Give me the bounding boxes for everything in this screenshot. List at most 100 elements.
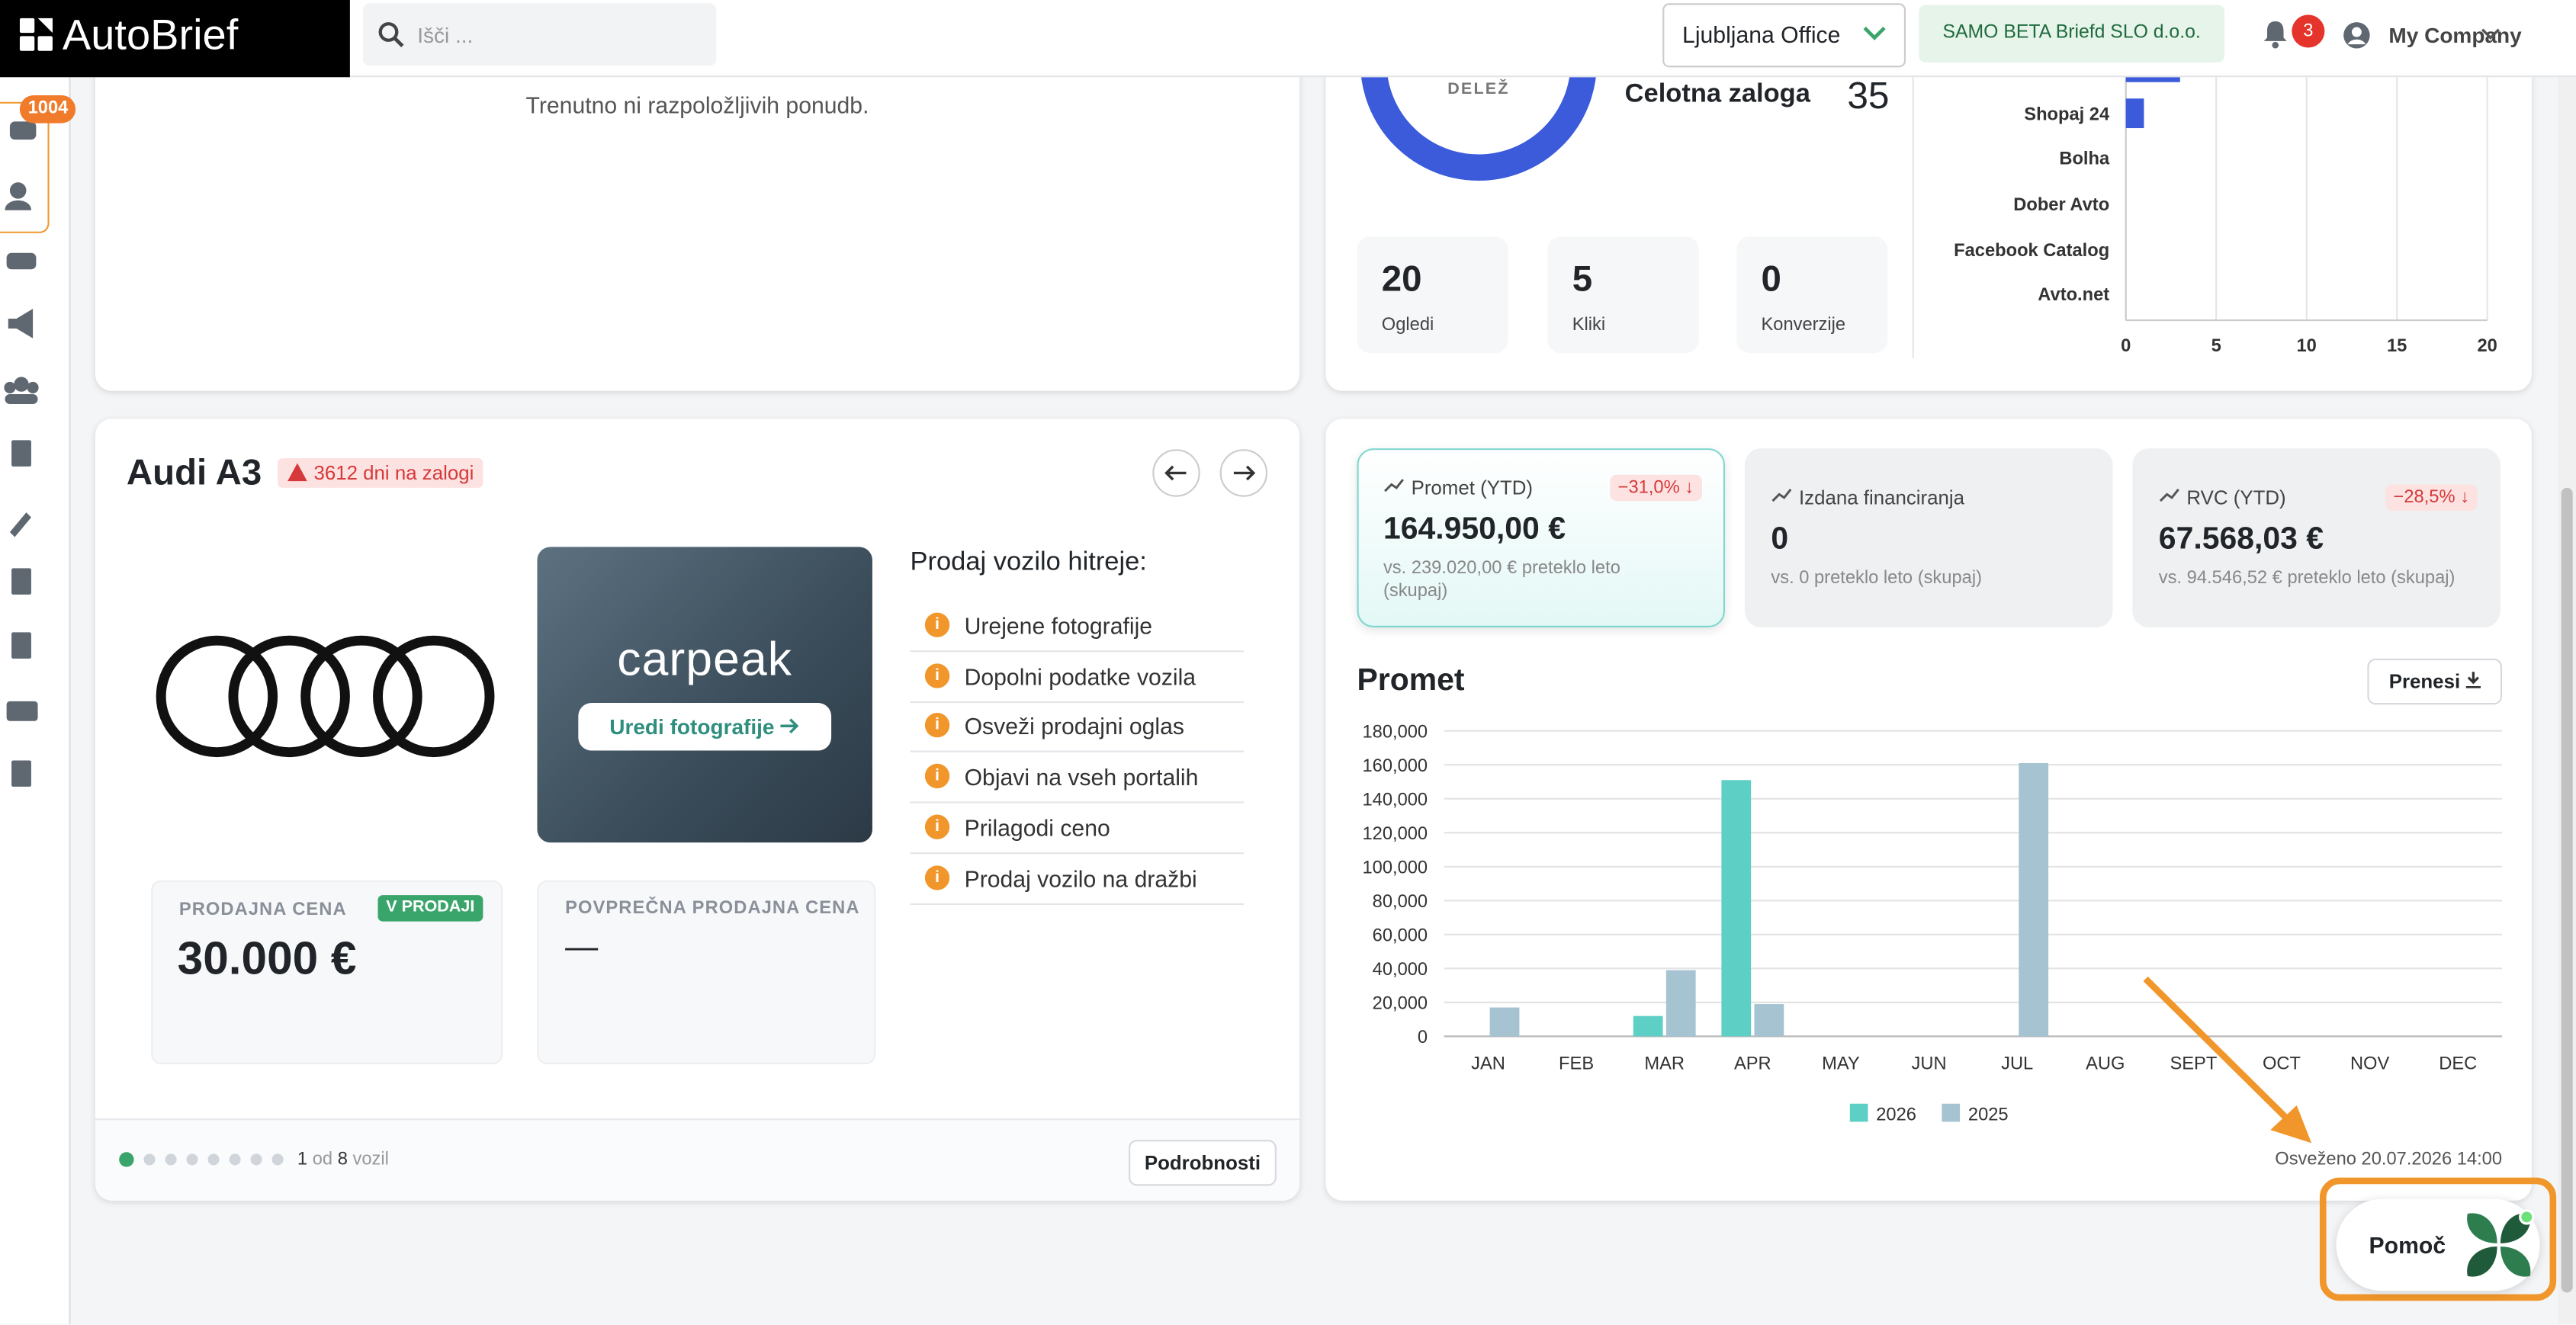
y-tick-label: 180,000: [1362, 722, 1428, 742]
card-footer: [95, 1118, 1300, 1201]
y-tick-label: 160,000: [1362, 756, 1428, 776]
price-label: PRODAJNA CENA: [178, 900, 347, 920]
nav-icon[interactable]: [11, 568, 31, 595]
tip-icon: i: [924, 713, 950, 739]
tip-separator: [910, 751, 1244, 753]
stock-badge: 3612 dni na zalogi: [278, 458, 484, 488]
tip-separator: [910, 801, 1244, 804]
scrollbar: [2558, 77, 2576, 1324]
stat-box: [1736, 236, 1888, 354]
download-button[interactable]: Prenesi: [2367, 658, 2503, 705]
vehicle-title: Audi A3: [126, 451, 262, 493]
tip[interactable]: Dopolni podatke vozila: [964, 662, 1196, 690]
audi-logo: [156, 635, 495, 758]
sidebar-badge: 1004: [19, 95, 77, 124]
tip[interactable]: Osveži prodajni oglas: [964, 713, 1184, 740]
bell-icon[interactable]: [2263, 20, 2289, 50]
help-label: Pomoč: [2369, 1231, 2446, 1259]
nav-icon[interactable]: [11, 760, 31, 787]
photo-box: [537, 547, 872, 843]
logo-box: [0, 0, 350, 78]
nav-icon[interactable]: [9, 182, 27, 199]
x-tick-label: APR: [1734, 1054, 1771, 1073]
divider: [1912, 66, 1914, 358]
x-tick-label: AUG: [2086, 1054, 2125, 1073]
notification-count: 3: [2292, 14, 2325, 48]
y-tick-label: Bolha: [2059, 149, 2110, 168]
kpi-value: 0: [1771, 522, 1789, 557]
edit-photos-button[interactable]: Uredi fotografije: [578, 703, 832, 751]
x-tick-label: JUL: [2001, 1054, 2033, 1073]
page-current: 1: [297, 1150, 308, 1169]
kpi-compare: vs. 0 preteklo leto (skupaj): [1771, 568, 1982, 589]
next-button[interactable]: [1219, 449, 1268, 497]
offers-card: [95, 33, 1300, 391]
nav-icon[interactable]: [6, 252, 37, 270]
stat-value: 20: [1381, 258, 1422, 300]
legend-swatch: [1942, 1103, 1961, 1122]
office: Ljubljana Office: [1682, 21, 1841, 48]
nav-icon[interactable]: [14, 377, 29, 392]
stock-days: 3612 dni na zalogi: [313, 461, 474, 485]
tip-icon: i: [924, 814, 950, 839]
help-widget[interactable]: [2336, 1198, 2540, 1291]
tip[interactable]: Objavi na vseh portalih: [964, 763, 1199, 791]
y-tick-label: 80,000: [1373, 892, 1428, 912]
tip-separator: [910, 701, 1244, 703]
sidebar: [0, 77, 71, 1324]
company[interactable]: SAMO BETA Briefd SLO d.o.o.: [1919, 5, 2224, 63]
price: 30.000 €: [177, 932, 357, 984]
legend-swatch: [1849, 1103, 1868, 1122]
kpi-card: [2132, 448, 2501, 627]
office-select[interactable]: [1662, 3, 1906, 68]
bar: [1633, 1015, 1663, 1037]
search-icon: [378, 22, 404, 47]
x-tick-label: FEB: [1559, 1054, 1594, 1073]
x-tick-label: 10: [2297, 336, 2317, 356]
stat-label: Kliki: [1572, 315, 1606, 335]
x-tick-label: MAR: [1644, 1054, 1685, 1073]
user[interactable]: My Company: [2388, 23, 2522, 48]
tip-icon: i: [924, 662, 950, 688]
scroll-thumb: [2561, 487, 2573, 1293]
stat-label: Ogledi: [1381, 315, 1434, 335]
user-icon[interactable]: [2343, 21, 2371, 50]
tip[interactable]: Urejene fotografije: [964, 612, 1153, 640]
pager-text: 1 od 8 vozil: [297, 1150, 389, 1169]
kpi-compare: vs. 239.020,00 € preteklo leto (skupaj): [1383, 558, 1620, 602]
sidebar-icons: [4, 121, 39, 787]
nav-icon[interactable]: [9, 512, 31, 537]
nav-icon[interactable]: [8, 309, 34, 338]
nav-icon[interactable]: [11, 632, 31, 659]
bar: [2125, 98, 2144, 129]
stat-label: Konverzije: [1761, 315, 1846, 335]
kpi-value: 164.950,00 €: [1383, 512, 1566, 547]
trend-icon: [1384, 479, 1404, 492]
prev-button[interactable]: [1152, 449, 1200, 497]
kpi-change: −31,0% ↓: [1609, 474, 1702, 502]
user-chevron: [2481, 28, 2500, 40]
tip[interactable]: Prilagodi ceno: [964, 814, 1110, 841]
nav-icon[interactable]: [6, 701, 38, 721]
refreshed: Osveženo 20.07.2026 14:00: [2275, 1150, 2503, 1169]
stat-box: [1547, 236, 1699, 354]
photo-brand: carpeak: [617, 634, 793, 687]
download-label: Prenesi: [2388, 669, 2461, 694]
nav-icon[interactable]: [9, 121, 37, 140]
x-tick-label: MAY: [1822, 1054, 1860, 1073]
x-tick-label: OCT: [2263, 1054, 2301, 1073]
y-tick-label: 120,000: [1362, 824, 1428, 844]
y-tick-label: 60,000: [1373, 926, 1428, 945]
bar: [1665, 970, 1696, 1037]
nav-icon[interactable]: [11, 440, 31, 467]
details-button[interactable]: Podrobnosti: [1129, 1140, 1277, 1186]
bar: [1489, 1007, 1520, 1037]
tip[interactable]: Prodaj vozilo na dražbi: [964, 865, 1197, 891]
kpi-label: Izdana financiranja: [1799, 486, 1965, 509]
logo-icon: [19, 18, 53, 51]
search-box[interactable]: [363, 3, 717, 66]
inventory-card: [1325, 33, 2532, 391]
trend-icon: [2159, 489, 2179, 502]
annotation: [2143, 976, 2557, 1301]
y-tick-label: Shopaj 24: [2024, 104, 2110, 124]
